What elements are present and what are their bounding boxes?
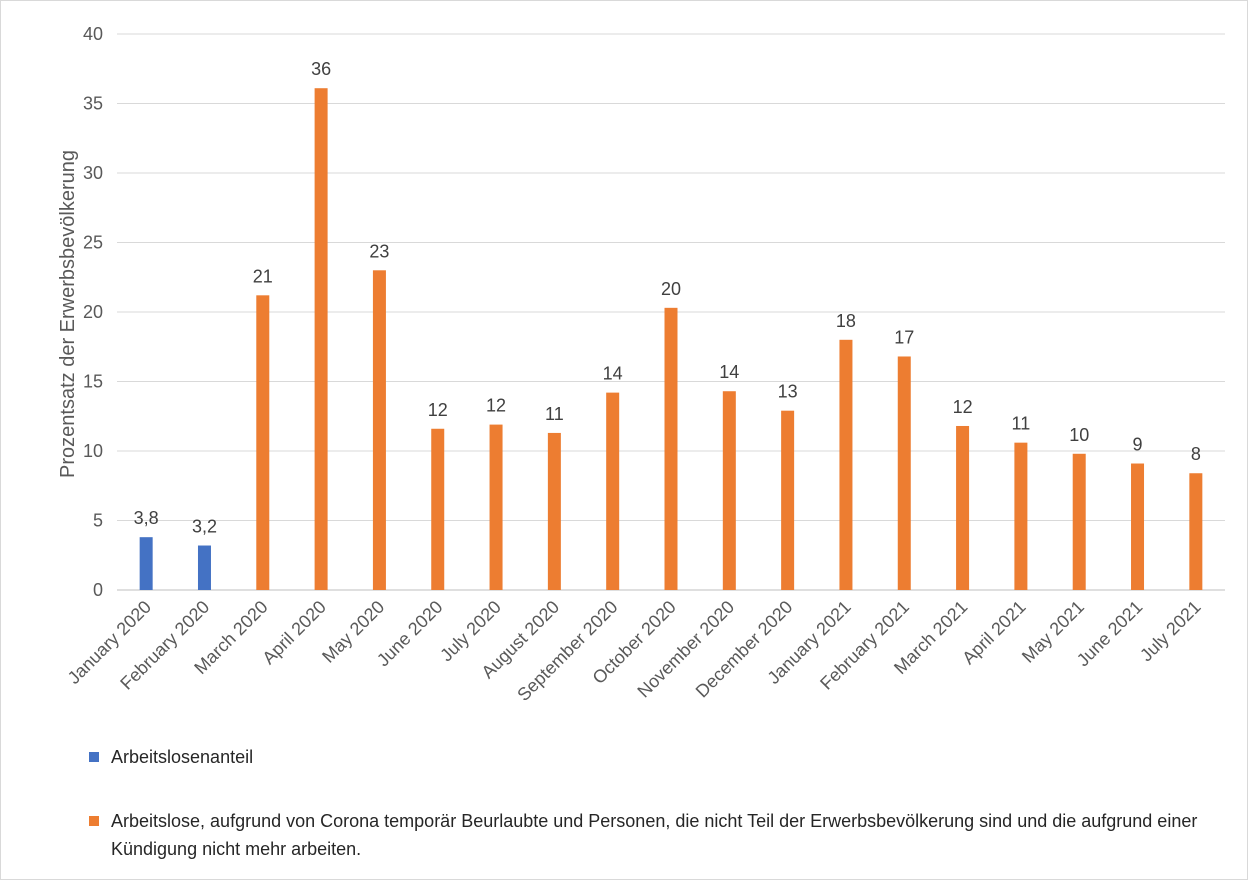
data-label: 12 <box>428 400 448 420</box>
bar <box>489 424 503 590</box>
data-label: 11 <box>545 404 564 424</box>
x-tick-label: September 2020 <box>513 597 621 705</box>
bar <box>781 410 795 590</box>
data-label: 12 <box>486 396 506 416</box>
bar <box>256 295 270 590</box>
data-label: 20 <box>661 279 681 299</box>
bar <box>139 537 153 590</box>
data-label: 8 <box>1191 444 1201 464</box>
data-labels: 3,8 3,2 21 36 23 12 12 11 14 20 14 13 18 17 12 11 10 9 8 <box>134 59 1201 536</box>
bar <box>431 428 445 590</box>
legend-swatch-orange <box>89 816 99 826</box>
x-tick-label: April 2020 <box>258 597 329 668</box>
bar <box>1072 453 1086 590</box>
y-tick-label: 35 <box>83 94 103 114</box>
y-tick-label: 5 <box>93 511 103 531</box>
y-tick-label: 20 <box>83 302 103 322</box>
data-label: 36 <box>311 59 331 79</box>
bar <box>1014 442 1028 590</box>
x-tick-label: July 2021 <box>1136 597 1205 666</box>
y-tick-label: 40 <box>83 24 103 44</box>
y-axis-label: Prozentsatz der Erwerbsbevölkerung <box>57 150 79 478</box>
data-label: 12 <box>953 397 973 417</box>
bar <box>897 356 911 590</box>
data-label: 17 <box>894 327 914 347</box>
bar <box>372 270 386 590</box>
legend-label-1: Arbeitslosenanteil <box>111 747 254 767</box>
data-label: 11 <box>1012 414 1031 434</box>
data-label: 21 <box>253 266 273 286</box>
y-tick-label: 30 <box>83 163 103 183</box>
data-label: 3,8 <box>134 508 159 528</box>
bars <box>139 88 1203 591</box>
bar <box>197 545 211 590</box>
y-tick-label: 25 <box>83 233 103 253</box>
data-label: 13 <box>778 382 798 402</box>
bar <box>314 88 328 591</box>
bar <box>1189 473 1203 590</box>
bar <box>1131 463 1145 590</box>
legend-swatch-blue <box>89 752 99 762</box>
legend-label-2: Arbeitslose, aufgrund von Corona temporä… <box>111 811 1198 859</box>
y-axis-ticks: 0 5 10 15 20 25 30 35 40 <box>83 24 103 600</box>
bar <box>547 432 561 590</box>
y-tick-label: 10 <box>83 441 103 461</box>
data-label: 9 <box>1133 435 1143 455</box>
bar <box>839 339 853 590</box>
y-tick-label: 0 <box>93 580 103 600</box>
bar <box>664 307 678 590</box>
data-label: 3,2 <box>192 517 217 537</box>
data-label: 14 <box>603 364 623 384</box>
data-label: 23 <box>369 241 389 261</box>
bar <box>606 392 620 590</box>
bar <box>722 391 736 590</box>
data-label: 18 <box>836 311 856 331</box>
bar <box>956 425 970 590</box>
x-tick-label: April 2021 <box>958 597 1029 668</box>
y-tick-label: 15 <box>83 372 103 392</box>
data-label: 14 <box>719 362 739 382</box>
data-label: 10 <box>1069 425 1089 445</box>
